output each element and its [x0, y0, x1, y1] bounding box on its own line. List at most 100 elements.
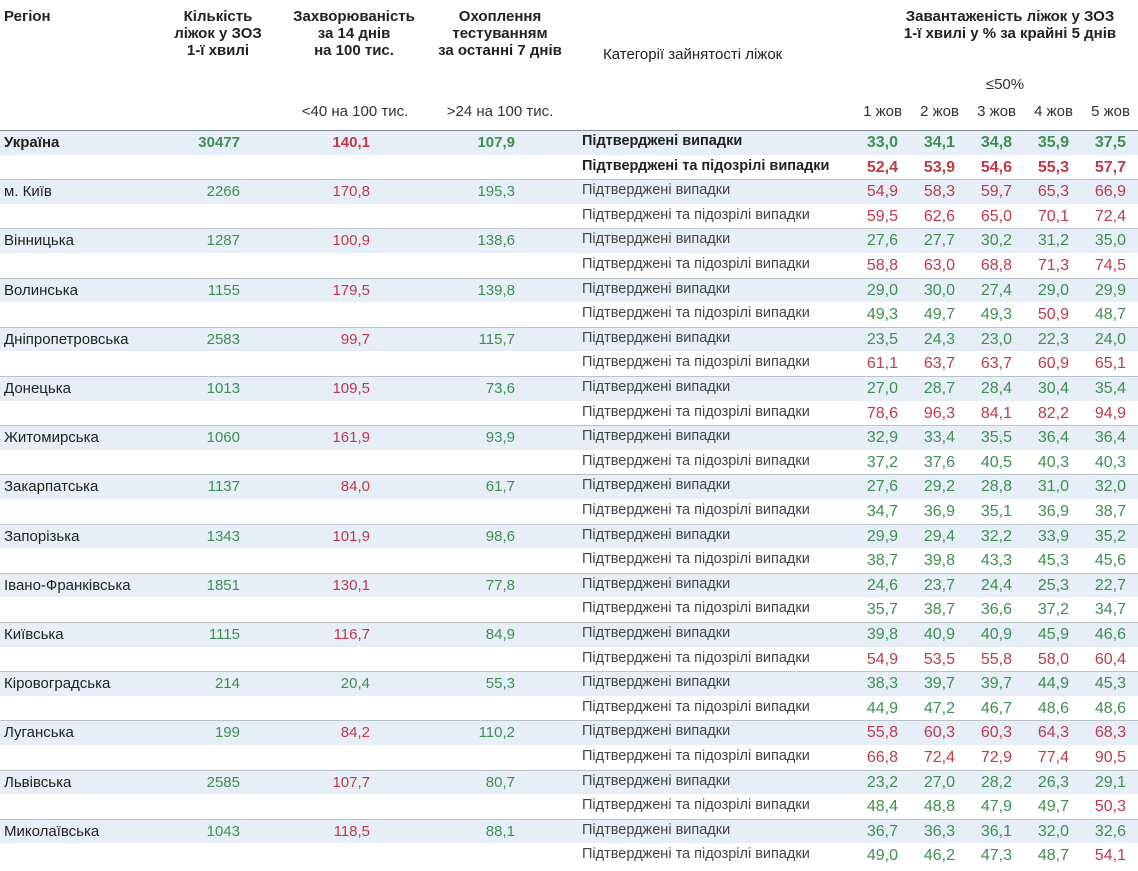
- row-separator: [0, 228, 1138, 230]
- testing-cell: 80,7: [485, 773, 515, 791]
- beds-cell: 1115: [208, 626, 240, 643]
- category-cell: Підтверджені та підозрілі випадки: [582, 502, 810, 518]
- date-header: 1 жов: [863, 103, 902, 120]
- occupancy-cell: 40,9: [980, 626, 1012, 643]
- occupancy-cell: 27,0: [866, 380, 898, 397]
- occupancy-cell: 35,0: [1094, 232, 1126, 250]
- occupancy-cell: 40,3: [1094, 453, 1126, 471]
- category-cell: Підтверджені випадки: [582, 625, 731, 641]
- incidence-cell: 179,5: [332, 281, 370, 299]
- occupancy-cell: 58,3: [923, 183, 955, 201]
- category-cell: Підтверджені та підозрілі випадки: [582, 846, 810, 863]
- category-cell: Підтверджені та підозрілі випадки: [582, 354, 810, 371]
- incidence-cell: 20,4: [340, 675, 370, 693]
- occupancy-cell: 55,8: [980, 650, 1012, 668]
- row-band: [0, 425, 1138, 450]
- occupancy-cell: 39,8: [866, 626, 898, 643]
- occupancy-cell: 39,7: [980, 675, 1012, 693]
- occupancy-cell: 31,0: [1037, 478, 1069, 496]
- occupancy-cell: 35,4: [1094, 380, 1126, 397]
- occupancy-cell: 49,7: [923, 306, 955, 324]
- occupancy-cell: 74,5: [1094, 257, 1126, 274]
- row-separator: [0, 622, 1138, 623]
- occupancy-cell: 49,7: [1037, 798, 1069, 816]
- region-name: Івано-Франківська: [4, 576, 131, 594]
- occupancy-cell: 31,2: [1037, 232, 1069, 250]
- region-name: Україна: [4, 134, 60, 151]
- occupancy-cell: 23,0: [980, 330, 1012, 348]
- row-band: [0, 376, 1138, 401]
- row-separator: [0, 474, 1138, 476]
- occupancy-cell: 39,8: [923, 552, 955, 570]
- occupancy-cell: 60,3: [923, 724, 955, 742]
- occupancy-cell: 27,6: [866, 478, 898, 496]
- beds-cell: 1013: [206, 380, 240, 397]
- testing-cell: 73,6: [485, 380, 515, 397]
- occupancy-cell: 33,0: [866, 134, 898, 151]
- occupancy-cell: 48,6: [1094, 699, 1126, 717]
- occupancy-cell: 28,7: [923, 380, 955, 397]
- incidence-cell: 130,1: [332, 576, 370, 594]
- row-band: [0, 277, 1138, 303]
- date-header: 2 жов: [920, 103, 959, 120]
- occupancy-cell: 23,5: [866, 330, 898, 348]
- category-cell: Підтверджені випадки: [582, 182, 731, 199]
- row-band: [0, 474, 1138, 499]
- occupancy-cell: 47,2: [923, 699, 955, 717]
- occupancy-cell: 53,5: [923, 650, 955, 668]
- occupancy-cell: 68,3: [1094, 724, 1126, 742]
- occupancy-cell: 36,4: [1094, 429, 1126, 447]
- occupancy-cell: 50,9: [1037, 306, 1069, 324]
- category-cell: Підтверджені та підозрілі випадки: [582, 157, 830, 174]
- beds-cell: 1137: [207, 478, 240, 496]
- occupancy-cell: 32,0: [1037, 822, 1069, 840]
- beds-cell: 1043: [206, 822, 240, 840]
- header-occupancy: Завантаженість ліжок у ЗОЗ: [905, 8, 1115, 25]
- region-name: Львівська: [4, 773, 72, 791]
- occupancy-cell: 57,7: [1094, 158, 1126, 176]
- occupancy-cell: 24,3: [923, 330, 955, 348]
- category-cell: Підтверджені випадки: [582, 231, 731, 248]
- occupancy-cell: 28,8: [980, 478, 1012, 496]
- occupancy-threshold: ≤50%: [985, 76, 1025, 93]
- occupancy-cell: 32,6: [1094, 822, 1126, 840]
- occupancy-cell: 60,4: [1094, 650, 1126, 668]
- beds-cell: 214: [214, 675, 240, 693]
- occupancy-cell: 71,3: [1037, 257, 1069, 274]
- occupancy-cell: 63,7: [980, 355, 1012, 373]
- row-separator: [0, 818, 1138, 820]
- region-name: Луганська: [4, 724, 74, 742]
- occupancy-cell: 38,7: [1094, 503, 1126, 520]
- incidence-cell: 99,7: [340, 330, 370, 348]
- occupancy-cell: 59,7: [980, 183, 1012, 201]
- category-cell: Підтверджені випадки: [582, 526, 731, 543]
- category-cell: Підтверджені та підозрілі випадки: [582, 305, 810, 322]
- header-category: Категорії зайнятості ліжок: [603, 46, 783, 63]
- occupancy-cell: 54,9: [866, 183, 898, 201]
- occupancy-cell: 49,3: [866, 306, 898, 324]
- occupancy-cell: 44,9: [866, 699, 898, 717]
- category-cell: Підтверджені випадки: [582, 329, 731, 346]
- occupancy-cell: 64,3: [1037, 724, 1069, 742]
- occupancy-cell: 24,4: [980, 576, 1012, 594]
- occupancy-cell: 38,3: [866, 675, 898, 693]
- occupancy-cell: 37,2: [1037, 601, 1069, 619]
- region-name: Миколаївська: [4, 822, 100, 840]
- occupancy-cell: 70,1: [1037, 207, 1069, 225]
- occupancy-cell: 40,9: [923, 626, 955, 643]
- date-header: 5 жов: [1091, 103, 1130, 120]
- incidence-cell: 116,7: [333, 626, 370, 643]
- incidence-cell: 100,9: [332, 232, 370, 250]
- category-cell: Підтверджені та підозрілі випадки: [582, 698, 810, 715]
- row-band: [0, 326, 1138, 352]
- row-separator: [0, 130, 1138, 131]
- row-separator: [0, 720, 1138, 722]
- occupancy-cell: 45,9: [1037, 626, 1069, 643]
- beds-cell: 30477: [198, 134, 240, 151]
- occupancy-cell: 66,8: [866, 749, 898, 766]
- occupancy-cell: 27,0: [923, 773, 955, 791]
- occupancy-cell: 48,7: [1094, 306, 1126, 324]
- occupancy-cell: 47,9: [980, 798, 1012, 816]
- occupancy-cell: 28,2: [980, 773, 1012, 791]
